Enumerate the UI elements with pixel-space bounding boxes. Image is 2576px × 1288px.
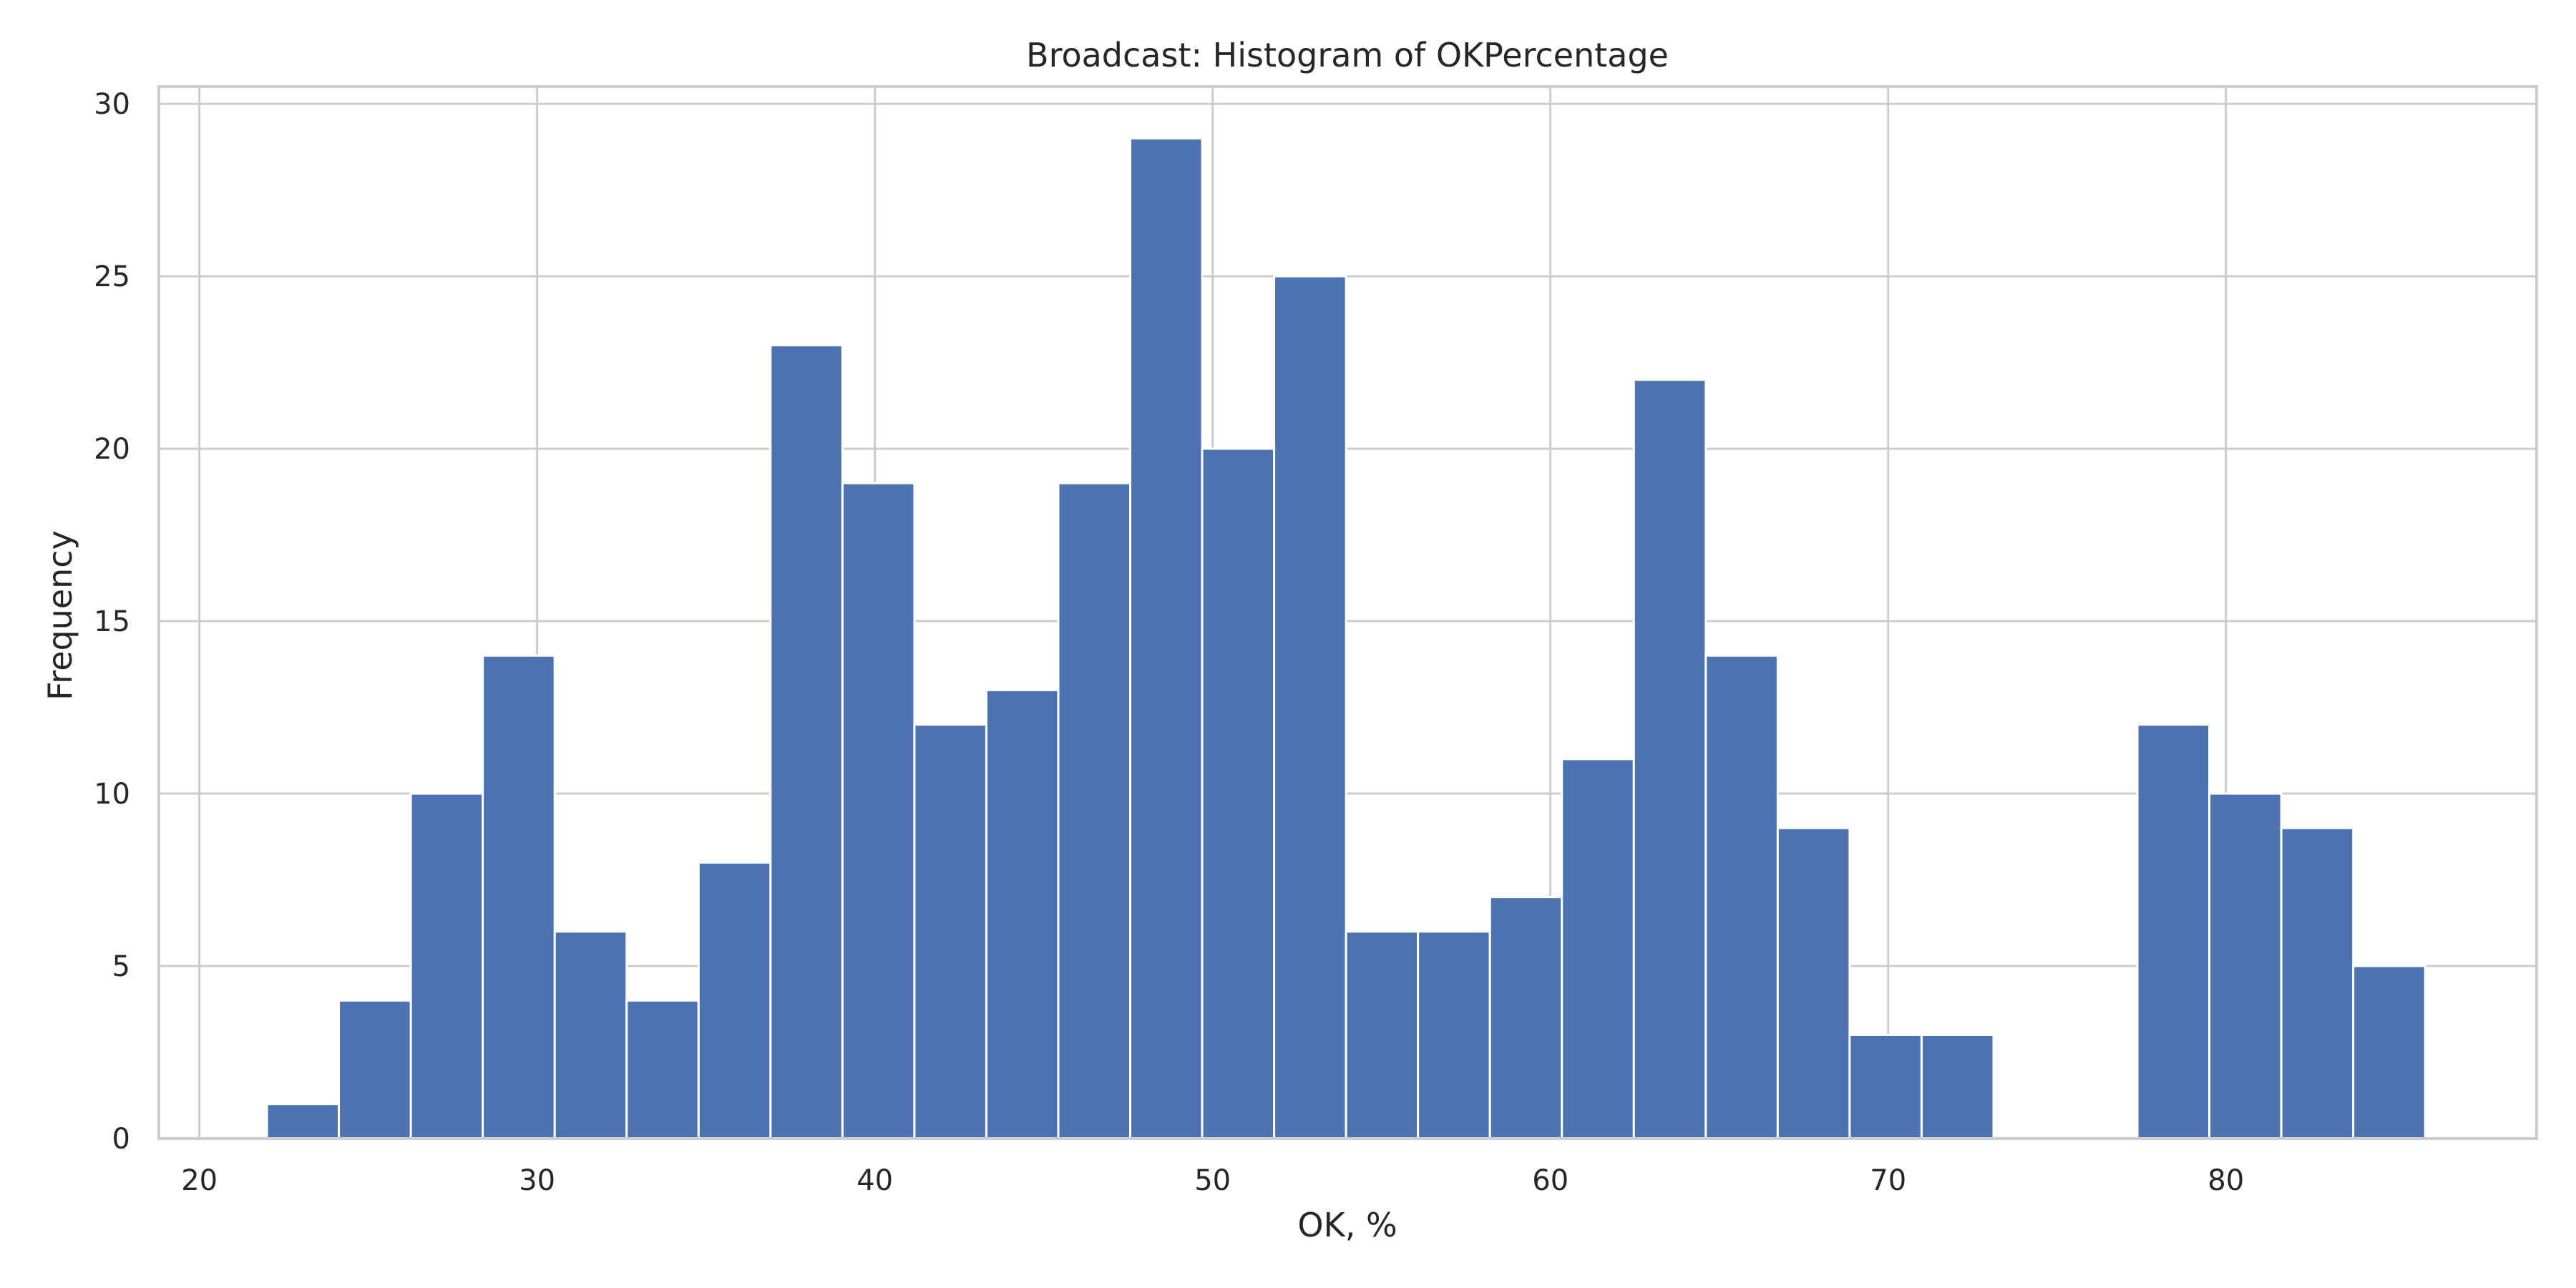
y-tick-label: 15 — [94, 605, 130, 638]
y-tick-label: 10 — [94, 778, 130, 811]
histogram-bar — [2208, 792, 2283, 1140]
bars — [265, 137, 2426, 1140]
histogram-bar — [409, 792, 484, 1140]
histogram-bar — [841, 482, 916, 1140]
chart-title: Broadcast: Histogram of OKPercentage — [1026, 36, 1669, 74]
histogram-bar — [985, 688, 1060, 1140]
histogram-bar — [1561, 758, 1635, 1140]
histogram-bar — [1776, 826, 1851, 1140]
histogram-bar — [1345, 930, 1420, 1140]
histogram-bar — [1057, 482, 1132, 1140]
histogram-bar — [2280, 826, 2355, 1140]
y-tick-label: 30 — [94, 88, 130, 121]
histogram-bar — [338, 999, 412, 1140]
histogram-bar — [2136, 723, 2211, 1140]
x-tick-label: 80 — [2207, 1164, 2244, 1197]
tick-labels: 20 30 40 50 60 70 80 0 5 10 15 20 25 30 — [94, 88, 2244, 1197]
y-axis-label: Frequency — [41, 530, 79, 701]
histogram-bar — [1129, 137, 1204, 1140]
histogram-bar — [625, 999, 700, 1140]
x-axis-label: OK, % — [1297, 1206, 1397, 1244]
x-tick-label: 50 — [1194, 1164, 1231, 1197]
y-tick-label: 25 — [94, 260, 130, 293]
y-tick-label: 5 — [112, 950, 130, 983]
histogram-bar — [1704, 654, 1779, 1140]
histogram-bar — [1848, 1033, 1923, 1140]
y-tick-label: 0 — [112, 1123, 130, 1156]
plot-frame — [157, 85, 2538, 1140]
histogram-bar — [2352, 965, 2426, 1140]
histogram-bar — [1632, 379, 1707, 1140]
x-tick-label: 40 — [857, 1164, 893, 1197]
histogram-bar — [482, 654, 556, 1140]
y-tick-label: 20 — [94, 433, 130, 466]
histogram-bar — [1201, 447, 1276, 1140]
histogram-bar — [553, 930, 628, 1140]
histogram-bar — [697, 861, 772, 1140]
histogram-bar — [769, 343, 844, 1140]
histogram-bar — [1417, 930, 1491, 1140]
histogram-bar — [1488, 896, 1563, 1140]
x-tick-label: 60 — [1532, 1164, 1568, 1197]
x-tick-label: 20 — [181, 1164, 218, 1197]
x-tick-label: 30 — [519, 1164, 555, 1197]
histogram-bar — [1920, 1033, 1995, 1140]
x-tick-label: 70 — [1870, 1164, 1906, 1197]
histogram-bar — [913, 723, 987, 1140]
histogram-bar — [1273, 275, 1347, 1140]
histogram-bar — [265, 1103, 341, 1140]
